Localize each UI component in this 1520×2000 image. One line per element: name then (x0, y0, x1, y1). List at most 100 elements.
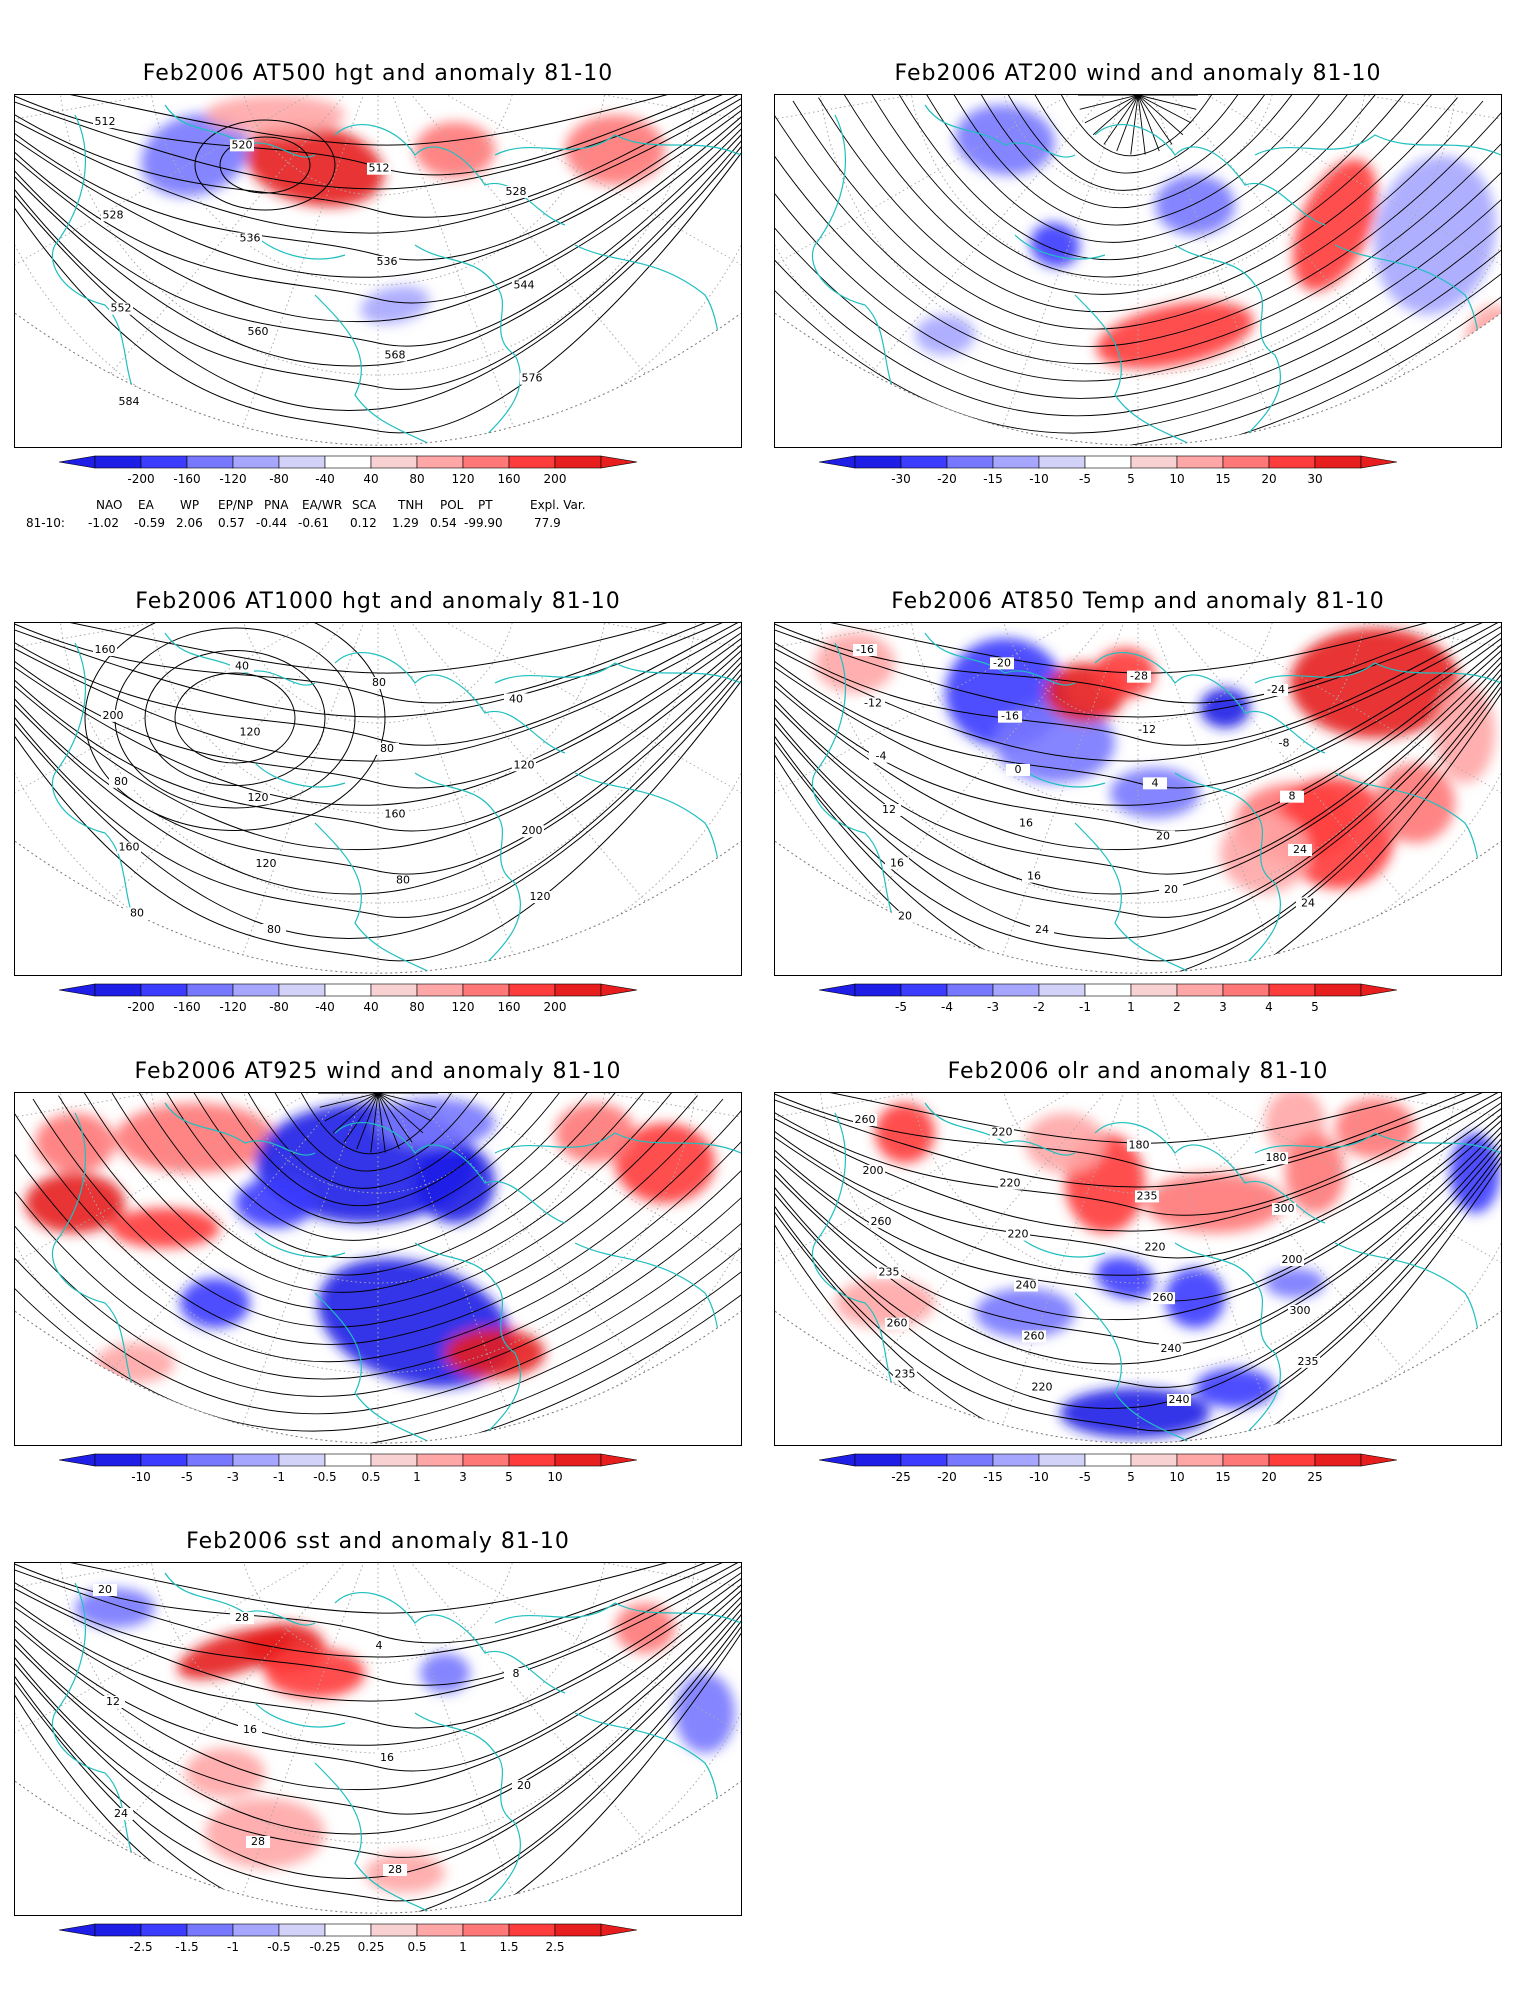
streamline (356, 1093, 379, 1150)
meridian (15, 1563, 379, 1614)
colorbar-tick-label: 10 (1169, 1470, 1184, 1484)
colorbar-tick-label: -5 (181, 1470, 193, 1484)
colorbar-svg: -30 -20 -15 -10 -5 5 10 15 20 30 (818, 455, 1398, 486)
contour-label-bg (990, 1126, 1014, 1139)
streamline (15, 1102, 741, 1345)
contour-lines (15, 1563, 741, 1914)
contour-line (15, 95, 741, 218)
coastline (314, 294, 436, 446)
colorbar-arrow-left (58, 455, 96, 469)
contour-line (775, 1101, 1501, 1321)
coastline (1174, 1242, 1281, 1444)
streamline (1130, 95, 1139, 155)
colorbar-tick-label: -1 (273, 1470, 285, 1484)
contour-label: 260 (855, 1113, 876, 1126)
anomaly-patch (115, 1103, 275, 1173)
colorbar-tick-label: -3 (227, 1470, 239, 1484)
colorbar-tick-label: 2.5 (545, 1940, 564, 1954)
contour-label-bg (1280, 1254, 1304, 1266)
coastline (334, 1592, 566, 1694)
colorbar-tick-label: 15 (1215, 1470, 1230, 1484)
streamline (211, 1093, 545, 1207)
anomaly-patch (265, 1648, 365, 1698)
contour-label: 16 (1019, 816, 1033, 829)
colorbar-swatch (854, 1453, 902, 1467)
colorbar-tick-label: -200 (127, 472, 154, 486)
colorbar-tick-label: 40 (363, 472, 378, 486)
contour-line (15, 623, 741, 762)
contour-line (775, 1093, 1501, 1232)
streamline (15, 1122, 741, 1444)
contour-label-bg (101, 709, 125, 722)
coastline (1094, 652, 1326, 754)
contour-line (775, 645, 1501, 918)
colorbar-swatch (324, 983, 372, 997)
index-header: EP/NP (218, 498, 254, 512)
contour-label-bg (512, 1780, 536, 1792)
contour-line (15, 117, 741, 390)
anomaly-patch (415, 122, 495, 178)
coastline (811, 1112, 916, 1424)
index-value: -0.59 (134, 516, 166, 530)
colorbar-tick-label: 120 (452, 1000, 475, 1014)
contour-line (775, 1110, 1501, 1365)
colorbar-tick-label: -120 (219, 1000, 246, 1014)
meridian (377, 95, 557, 446)
streamline (32, 1098, 724, 1328)
anomaly-patch (1265, 1268, 1325, 1298)
contour-label-bg (93, 644, 117, 656)
colorbar-swatch (554, 983, 602, 997)
colorbar-swatch (324, 1453, 372, 1467)
colorbar-swatch (324, 1923, 372, 1937)
streamline (920, 95, 1356, 243)
coastline (164, 632, 316, 686)
meridian (775, 1093, 1139, 1314)
contour-label: 20 (1156, 830, 1170, 843)
contour-line (775, 1093, 1501, 1188)
colorbar-swatch (1176, 1453, 1224, 1467)
contour-line (775, 1093, 1501, 1216)
colorbar-swatch (1084, 455, 1132, 469)
contour-label: 80 (114, 775, 128, 788)
colorbar-swatch (324, 455, 372, 469)
colorbar-svg: -5 -4 -3 -2 -1 1 2 3 4 5 (818, 983, 1398, 1014)
contour-line (775, 623, 1501, 704)
contour-label-bg (383, 349, 407, 362)
colorbar-tick-label: 5 (505, 1470, 513, 1484)
contour-label: 80 (380, 742, 394, 755)
contour-label: 200 (103, 709, 124, 722)
anomaly-patch (1465, 305, 1501, 385)
contour-label: 568 (385, 348, 406, 361)
coastline (414, 244, 521, 446)
contour-label-bg (853, 1114, 877, 1126)
colorbar-tick-label: -2 (1033, 1000, 1045, 1014)
meridian (1137, 1093, 1501, 1314)
contour-label: 80 (267, 923, 281, 936)
contour-label: 220 (1145, 1240, 1166, 1253)
contour-label: 28 (251, 1835, 265, 1848)
anomaly-patch (360, 286, 430, 324)
streamline (15, 1112, 741, 1397)
anomaly-patch (1220, 813, 1310, 893)
index-value: -99.90 (464, 516, 503, 530)
coastline (1074, 1292, 1196, 1444)
colorbar-swatch (854, 983, 902, 997)
anomaly-patch (915, 315, 975, 355)
meridian (199, 1563, 379, 1914)
contour-label-bg (1030, 924, 1054, 936)
contour-label: 40 (235, 659, 249, 672)
index-value: 0.12 (350, 516, 377, 530)
contour-label-bg (861, 1164, 885, 1177)
anomaly-patch (317, 1258, 513, 1388)
colorbar-tick-label: -10 (1029, 472, 1049, 486)
colorbar-swatch (232, 983, 280, 997)
panel-title: Feb2006 AT200 wind and anomaly 81-10 (894, 61, 1382, 86)
contour-label: 120 (514, 758, 535, 771)
contour-label: 20 (517, 1779, 531, 1792)
anomaly-shading (141, 95, 665, 324)
contour-label: 0 (1015, 763, 1022, 776)
contour-label: 520 (232, 138, 253, 151)
contour-label-bg (125, 907, 149, 920)
contour-label: 24 (1035, 923, 1049, 936)
panel-title: Feb2006 AT925 wind and anomaly 81-10 (134, 1059, 622, 1084)
